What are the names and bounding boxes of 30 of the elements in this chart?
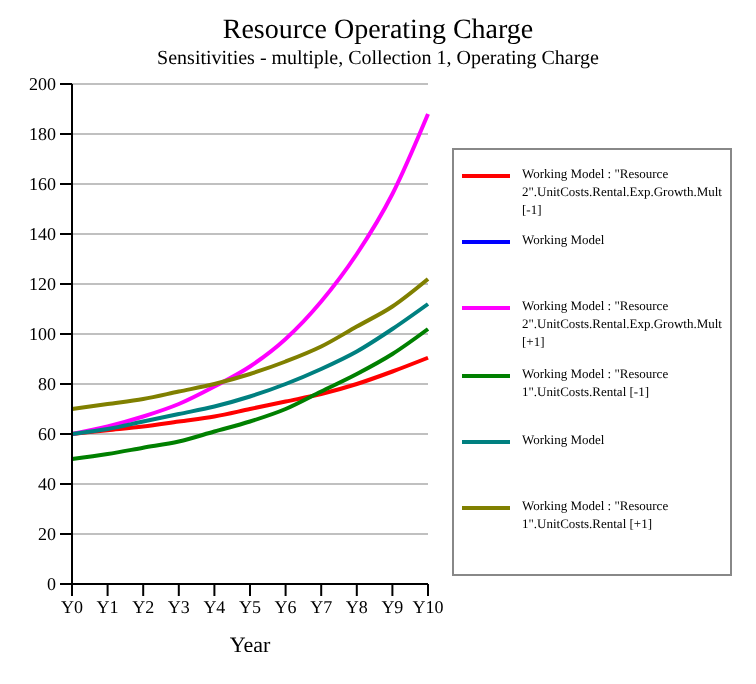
x-tick-label: Y5 <box>239 596 262 617</box>
x-tick-label: Y3 <box>167 596 191 617</box>
y-tick-label: 100 <box>29 324 57 345</box>
x-tick-label: Y1 <box>96 596 119 617</box>
line-series <box>70 355 430 436</box>
y-tick-label: 160 <box>29 174 57 195</box>
x-tick-label: Y7 <box>310 596 334 617</box>
x-tick-label: Y9 <box>381 596 405 617</box>
chart-title: Resource Operating Charge <box>220 16 536 48</box>
line-series <box>70 112 430 436</box>
y-tick-label: 140 <box>29 224 57 245</box>
line-series <box>70 327 430 461</box>
line-series <box>70 302 430 436</box>
y-tick-label: 80 <box>38 374 57 395</box>
y-tick-label: 60 <box>38 424 57 445</box>
y-tick-label: 0 <box>47 574 57 595</box>
y-tick-label: 120 <box>29 274 57 295</box>
y-tick-label: 40 <box>38 474 57 495</box>
x-tick-label: Y4 <box>203 596 227 617</box>
x-tick-label: Y10 <box>412 596 445 617</box>
y-tick-label: 180 <box>29 124 57 145</box>
y-tick-label: 200 <box>29 74 57 95</box>
x-axis-title: Year <box>229 634 271 658</box>
x-tick-label: Y0 <box>61 596 84 617</box>
y-tick-label: 20 <box>38 524 57 545</box>
line-series <box>70 277 430 411</box>
x-tick-label: Y2 <box>132 596 155 617</box>
x-tick-label: Y6 <box>274 596 298 617</box>
x-tick-label: Y8 <box>345 596 369 617</box>
chart-subtitle: Sensitivities - multiple, Collection 1, Operating Charge <box>155 48 601 72</box>
